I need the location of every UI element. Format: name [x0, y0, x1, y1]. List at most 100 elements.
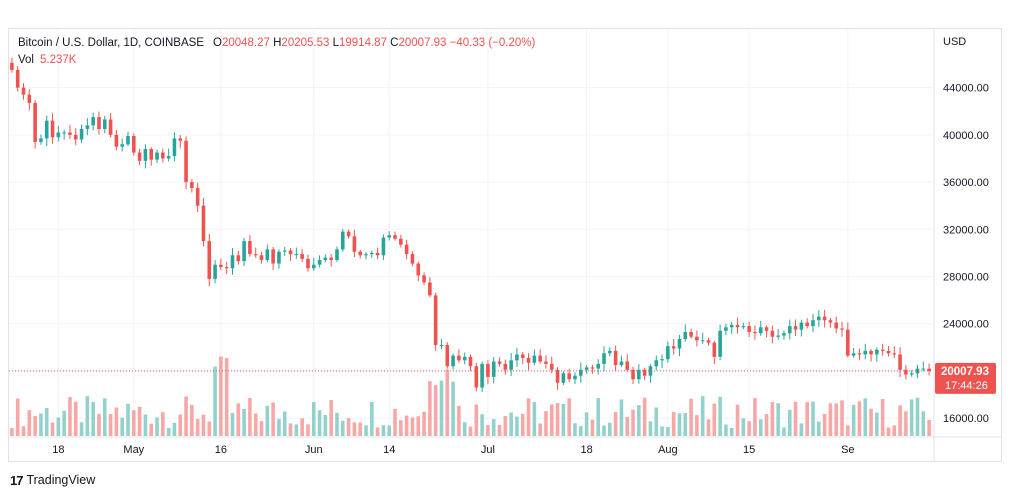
candle-body: [364, 254, 368, 256]
volume-bar: [625, 417, 630, 436]
volume-bar: [828, 403, 833, 436]
volume-bar: [102, 398, 107, 436]
volume-bar: [509, 412, 513, 436]
volume-bar: [259, 421, 264, 436]
volume-bar: [143, 414, 148, 436]
candle-body: [79, 128, 84, 140]
ohlc-row: Bitcoin / U.S. Dollar, 1D, COINBASE O2004…: [18, 35, 535, 52]
volume-bar: [869, 408, 873, 436]
volume-bar: [62, 410, 66, 436]
candle-body: [875, 349, 879, 355]
candle-body: [700, 340, 705, 342]
volume-bar: [654, 407, 659, 436]
candle-body: [311, 264, 316, 269]
candle-body: [190, 182, 194, 188]
candle-body: [515, 354, 519, 361]
volume-bar: [706, 419, 711, 436]
volume-bar: [735, 404, 740, 436]
volume-bar: [422, 411, 426, 436]
volume-bar: [416, 416, 421, 436]
volume-bar: [73, 401, 78, 436]
candle-body: [178, 138, 183, 141]
candle-body: [706, 340, 711, 343]
candle-body: [21, 87, 26, 95]
candle-body: [828, 320, 833, 323]
candle-body: [219, 264, 223, 268]
candle-body: [776, 335, 780, 337]
y-tick-label: 40000.00: [943, 130, 989, 142]
volume-bar: [758, 419, 763, 436]
volume-bar: [921, 411, 926, 436]
candle-body: [811, 320, 815, 327]
candle-body: [102, 119, 107, 129]
volume-bar: [747, 421, 751, 436]
candle-body: [904, 369, 908, 375]
volume-bar: [486, 425, 490, 436]
brand-name[interactable]: TradingView: [26, 473, 96, 487]
candle-body: [695, 336, 699, 341]
tradingview-logo-icon[interactable]: 17: [10, 472, 24, 488]
candle-body: [642, 369, 647, 376]
volume-bar: [457, 405, 461, 436]
volume-bar: [631, 409, 635, 436]
volume-bar: [161, 412, 165, 436]
volume-bar: [178, 414, 183, 436]
candle-body: [555, 369, 560, 383]
volume-bar: [282, 411, 287, 436]
candle-body: [747, 326, 751, 333]
high-key: H: [273, 37, 282, 49]
candle-body: [927, 368, 931, 371]
volume-bar: [515, 416, 519, 436]
volume-bar: [892, 425, 897, 436]
candle-body: [857, 353, 862, 355]
candle-body: [155, 152, 159, 160]
volume-bar: [608, 422, 612, 436]
volume-bar: [567, 398, 571, 436]
volume-bar: [404, 415, 409, 436]
candle-body: [689, 332, 693, 337]
candle-body: [520, 354, 525, 358]
volume-bar: [265, 405, 270, 436]
volume-bar: [904, 411, 908, 436]
volume-bar: [201, 414, 206, 436]
open-value: 20048.27: [221, 37, 270, 49]
symbol-title[interactable]: Bitcoin / U.S. Dollar, 1D, COINBASE: [18, 37, 204, 49]
candle-body: [73, 134, 78, 140]
volume-key[interactable]: Vol: [18, 54, 34, 66]
candle-body: [323, 257, 328, 260]
candle-body: [863, 350, 868, 355]
volume-bar: [27, 410, 32, 436]
volume-bar: [805, 402, 809, 436]
volume-bar: [428, 381, 432, 436]
volume-bar: [288, 423, 293, 436]
candle-body: [544, 361, 548, 364]
last-price-badge: [935, 362, 996, 394]
candle-body: [126, 136, 130, 145]
volume-bar: [15, 398, 20, 436]
candle-body: [637, 369, 641, 380]
volume-bar: [300, 418, 304, 436]
candle-body: [370, 252, 374, 255]
volume-bar: [648, 421, 653, 436]
volume-bar: [172, 422, 177, 436]
candle-body: [660, 359, 664, 361]
volume-bar: [149, 423, 154, 436]
volume-bar: [323, 415, 328, 436]
volume-bar: [253, 413, 258, 436]
candle-body: [97, 117, 101, 129]
volume-bar: [306, 424, 310, 436]
volume-bar: [468, 426, 473, 436]
candle-body: [596, 363, 601, 369]
volume-bar: [787, 409, 792, 436]
candle-body: [846, 329, 850, 356]
candle-body: [236, 255, 241, 262]
candle-body: [526, 357, 531, 363]
volume-bar: [317, 410, 322, 436]
volume-bar: [236, 403, 241, 436]
volume-bar: [799, 423, 804, 436]
candle-body: [782, 333, 786, 336]
y-tick-label: 28000.00: [943, 272, 989, 284]
volume-bar: [439, 380, 444, 436]
x-tick-label: 14: [383, 444, 395, 456]
